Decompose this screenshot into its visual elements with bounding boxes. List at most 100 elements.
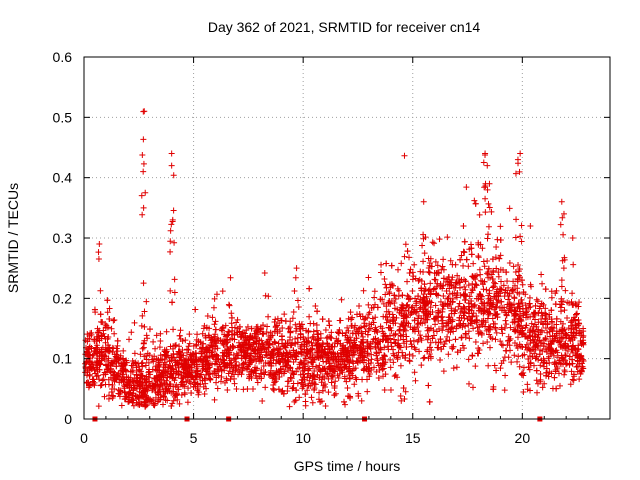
data-point — [168, 403, 175, 410]
data-point — [406, 351, 413, 358]
data-point — [506, 303, 513, 310]
data-point — [200, 340, 207, 347]
data-point — [105, 342, 112, 349]
data-point — [517, 308, 524, 315]
data-point — [448, 305, 455, 312]
data-point — [88, 345, 95, 352]
data-point — [129, 392, 136, 399]
data-point — [525, 355, 532, 362]
data-point — [411, 261, 418, 268]
data-point — [486, 204, 493, 211]
data-point — [233, 385, 240, 392]
data-point — [374, 357, 381, 364]
data-point — [515, 261, 522, 268]
data-point — [257, 354, 264, 361]
data-point — [350, 351, 357, 358]
data-point — [130, 379, 137, 386]
data-point — [450, 328, 457, 335]
data-point — [375, 337, 382, 344]
data-point — [366, 320, 373, 327]
data-point — [114, 342, 121, 349]
data-point — [248, 368, 255, 375]
data-point — [221, 331, 228, 338]
data-point — [97, 311, 104, 318]
data-point — [141, 323, 148, 330]
data-point — [302, 398, 309, 405]
data-point — [400, 312, 407, 319]
data-point — [272, 316, 279, 323]
data-point — [324, 343, 331, 350]
data-point — [475, 241, 482, 248]
data-point — [99, 319, 106, 326]
data-point — [472, 273, 479, 280]
data-point — [192, 350, 199, 357]
data-point — [331, 368, 338, 375]
data-point — [404, 292, 411, 299]
data-point — [484, 186, 491, 193]
data-point — [319, 353, 326, 360]
data-point — [382, 371, 389, 378]
data-point — [236, 323, 243, 330]
data-point — [572, 321, 579, 328]
data-point — [518, 222, 525, 229]
data-point — [276, 373, 283, 380]
data-point — [347, 309, 354, 316]
data-point — [520, 289, 527, 296]
data-point — [98, 382, 105, 389]
data-point — [498, 341, 505, 348]
data-point — [209, 361, 216, 368]
data-point — [392, 330, 399, 337]
data-point — [481, 308, 488, 315]
data-point — [578, 367, 585, 374]
data-point — [497, 338, 504, 345]
data-point — [145, 359, 152, 366]
data-point — [187, 351, 194, 358]
data-point — [358, 330, 365, 337]
data-point — [391, 336, 398, 343]
data-point — [518, 371, 525, 378]
data-point — [274, 315, 281, 322]
data-point — [533, 367, 540, 374]
data-point — [456, 284, 463, 291]
data-point — [294, 297, 301, 304]
data-point — [341, 373, 348, 380]
data-point — [143, 395, 150, 402]
data-point — [337, 340, 344, 347]
data-point — [159, 355, 166, 362]
data-point — [171, 289, 178, 296]
data-point — [210, 304, 217, 311]
data-point — [419, 242, 426, 249]
data-point — [274, 350, 281, 357]
data-point — [512, 327, 519, 334]
data-point — [352, 365, 359, 372]
data-point — [530, 323, 537, 330]
data-point — [514, 156, 521, 163]
data-point — [575, 303, 582, 310]
data-point — [108, 389, 115, 396]
data-point — [460, 262, 467, 269]
data-point — [475, 253, 482, 260]
data-point — [319, 347, 326, 354]
data-point — [526, 346, 533, 353]
data-point — [526, 294, 533, 301]
data-point — [392, 372, 399, 379]
data-point — [365, 311, 372, 318]
data-point — [427, 339, 434, 346]
data-point — [426, 259, 433, 266]
data-point — [313, 321, 320, 328]
data-point — [549, 338, 556, 345]
data-point — [206, 364, 213, 371]
data-point — [351, 381, 358, 388]
data-point — [170, 207, 177, 214]
data-point — [466, 306, 473, 313]
data-point — [485, 362, 492, 369]
data-point — [313, 327, 320, 334]
data-point — [570, 371, 577, 378]
data-point — [220, 341, 227, 348]
data-point — [187, 380, 194, 387]
data-point — [365, 326, 372, 333]
data-point — [238, 333, 245, 340]
data-point — [296, 394, 303, 401]
data-point — [418, 362, 425, 369]
